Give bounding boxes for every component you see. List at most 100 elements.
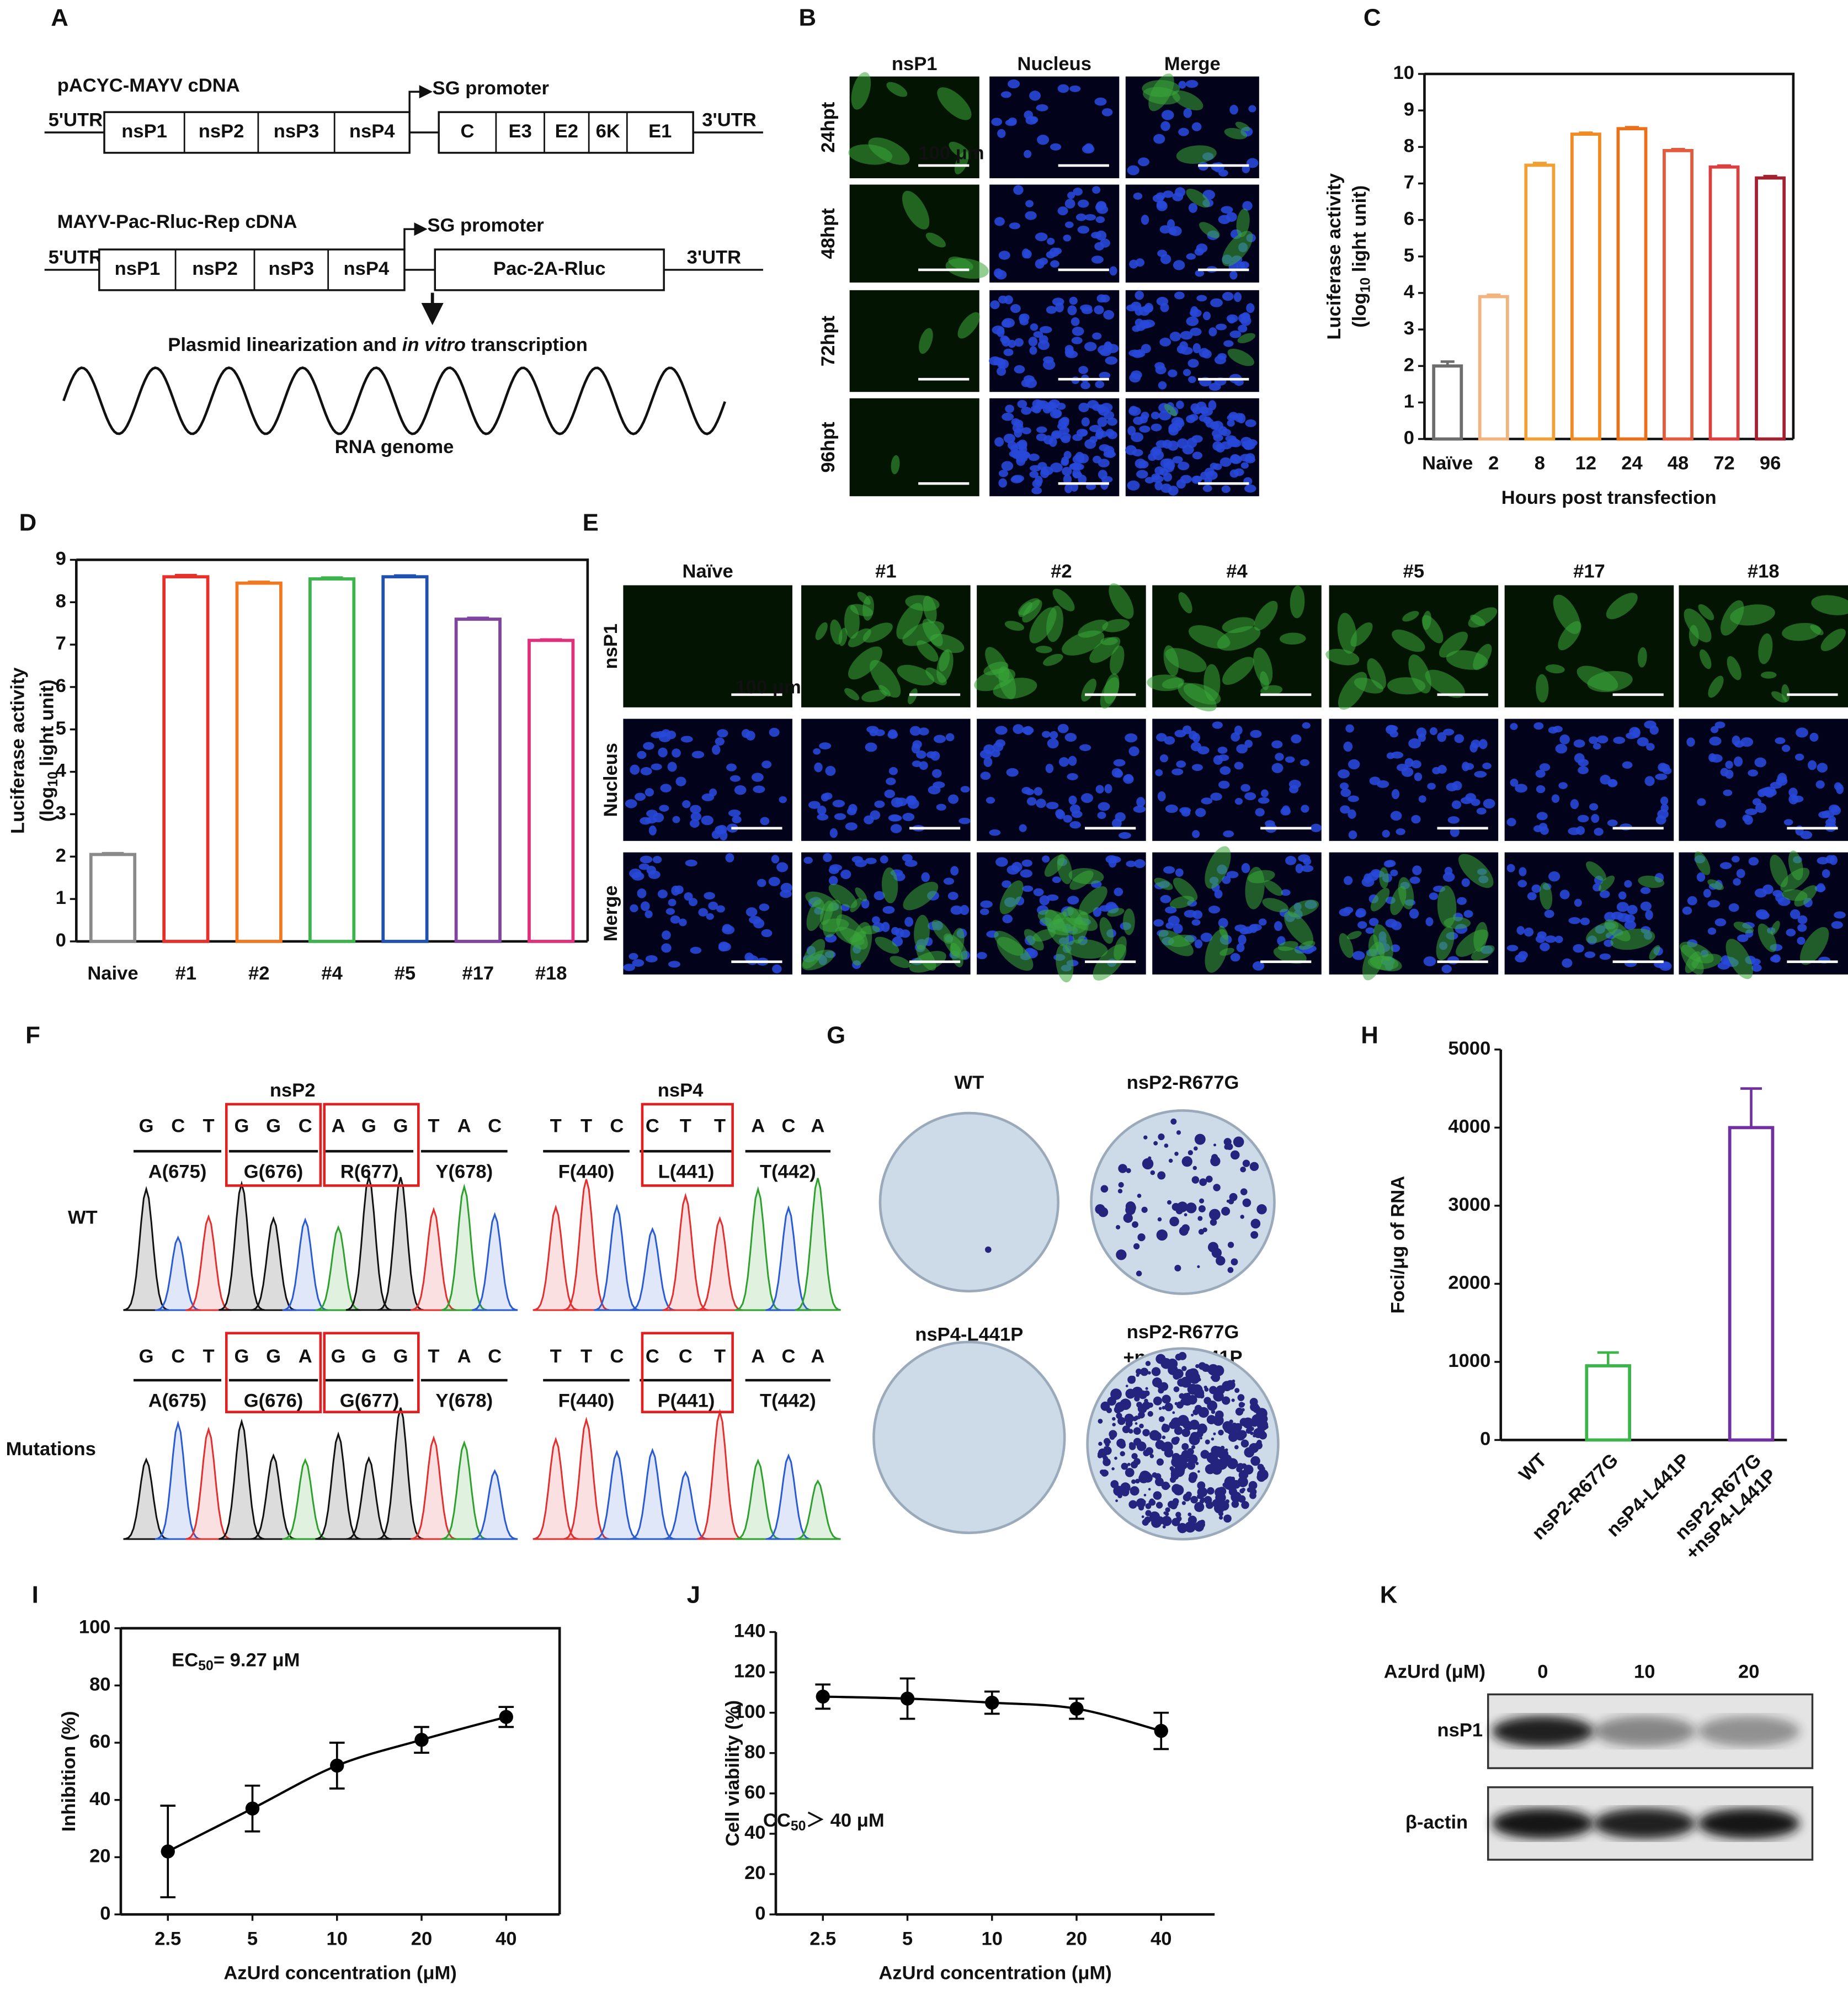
nucleus [1057, 206, 1068, 216]
cell [1402, 611, 1419, 622]
gene-label: nsP2 [192, 258, 238, 279]
base-letter: G [266, 1116, 281, 1137]
micrograph [1152, 718, 1322, 841]
nucleus [1205, 471, 1218, 480]
plaque [1127, 1462, 1131, 1466]
trace-peak [155, 1235, 201, 1311]
error-bar [1740, 1087, 1762, 1128]
nucleus [1138, 460, 1149, 469]
nucleus [1072, 326, 1084, 336]
error-bar [1597, 1351, 1619, 1366]
cell [1217, 626, 1261, 651]
trace-peak [795, 1178, 841, 1311]
plaque [1128, 1500, 1137, 1509]
trace-peak [594, 1449, 640, 1540]
nucleus [1019, 445, 1027, 454]
cell [886, 82, 908, 97]
plaque [1206, 1415, 1216, 1425]
trace-peak [629, 1227, 676, 1311]
cell [954, 151, 969, 174]
gene-label: nsP4 [344, 258, 390, 279]
gene-box [103, 111, 411, 154]
nucleus [1030, 116, 1038, 124]
cell [994, 930, 1024, 956]
plaque [1157, 1217, 1162, 1222]
nucleus [704, 892, 715, 899]
plaque [1249, 1427, 1254, 1431]
cell [851, 72, 871, 110]
plaque [1213, 1184, 1221, 1191]
cell [848, 646, 882, 680]
nucleus [1021, 427, 1031, 434]
plaque [1258, 1207, 1262, 1211]
nucleus [1135, 258, 1144, 267]
base-letter: G [139, 1346, 154, 1367]
nucleus [1180, 331, 1193, 340]
nucleus [630, 904, 638, 913]
trace-peak [219, 1180, 265, 1311]
nucleus [825, 765, 836, 776]
nucleus [1126, 860, 1136, 867]
text-part: = 9.27 μM [214, 1650, 300, 1671]
plaque [1132, 1221, 1138, 1228]
bar [89, 853, 137, 943]
cell [957, 312, 980, 339]
micrograph [1125, 184, 1259, 283]
x-tick-label: 40 [1151, 1928, 1171, 1949]
nucleus [1154, 362, 1165, 370]
y-tick-label: 10 [1393, 62, 1414, 83]
plaque [1122, 1425, 1130, 1434]
micrograph-bg [623, 585, 792, 707]
cell [1810, 625, 1824, 635]
micrograph [989, 76, 1120, 179]
nucleus [1599, 890, 1610, 898]
nucleus [1217, 353, 1227, 360]
plaque [1103, 1455, 1108, 1461]
cell [822, 899, 842, 938]
y-tick-label: 1000 [1448, 1350, 1490, 1371]
plaque [1256, 1204, 1267, 1215]
nucleus [1152, 475, 1164, 483]
plaque [1136, 1368, 1142, 1375]
point [330, 1758, 344, 1773]
cell [1398, 877, 1414, 909]
nucleus [1080, 381, 1090, 390]
step-label: Plasmid linearization and in vitro trans… [168, 334, 588, 355]
plaque [1194, 1133, 1206, 1145]
nucleus [1174, 291, 1185, 300]
nucleus [1535, 769, 1546, 778]
nucleus [1382, 829, 1390, 838]
plaque [1237, 1394, 1245, 1401]
text-part: transcription [466, 334, 588, 355]
nucleus [1035, 232, 1048, 242]
nucleus [1048, 437, 1057, 447]
nucleus [1043, 356, 1054, 364]
nucleus [1356, 908, 1366, 918]
nucleus [979, 908, 989, 916]
plaque [1261, 1417, 1266, 1423]
text-part: Plasmid linearization and [168, 334, 402, 355]
cell [1721, 600, 1744, 636]
trace-peak [123, 1186, 169, 1311]
nucleus [1068, 795, 1077, 805]
nucleus [1091, 256, 1104, 264]
nucleus [1173, 923, 1183, 934]
cell [1165, 648, 1207, 673]
plaque [1123, 1213, 1133, 1223]
nucleus [1230, 953, 1240, 962]
nucleus [1745, 808, 1758, 816]
cell [1811, 595, 1848, 615]
blot-band [1594, 1716, 1696, 1747]
plaque [1181, 1444, 1185, 1447]
bar [1524, 163, 1556, 441]
nucleus [1105, 356, 1118, 365]
plaque [1112, 1423, 1116, 1427]
nucleus [1538, 823, 1548, 831]
cell [1637, 647, 1647, 668]
plaque [985, 1246, 992, 1253]
nucleus [1228, 316, 1236, 324]
nucleus [632, 959, 645, 967]
text-part: Luciferase activity [8, 667, 29, 834]
nucleus [1047, 738, 1059, 749]
error-bar [174, 573, 197, 577]
